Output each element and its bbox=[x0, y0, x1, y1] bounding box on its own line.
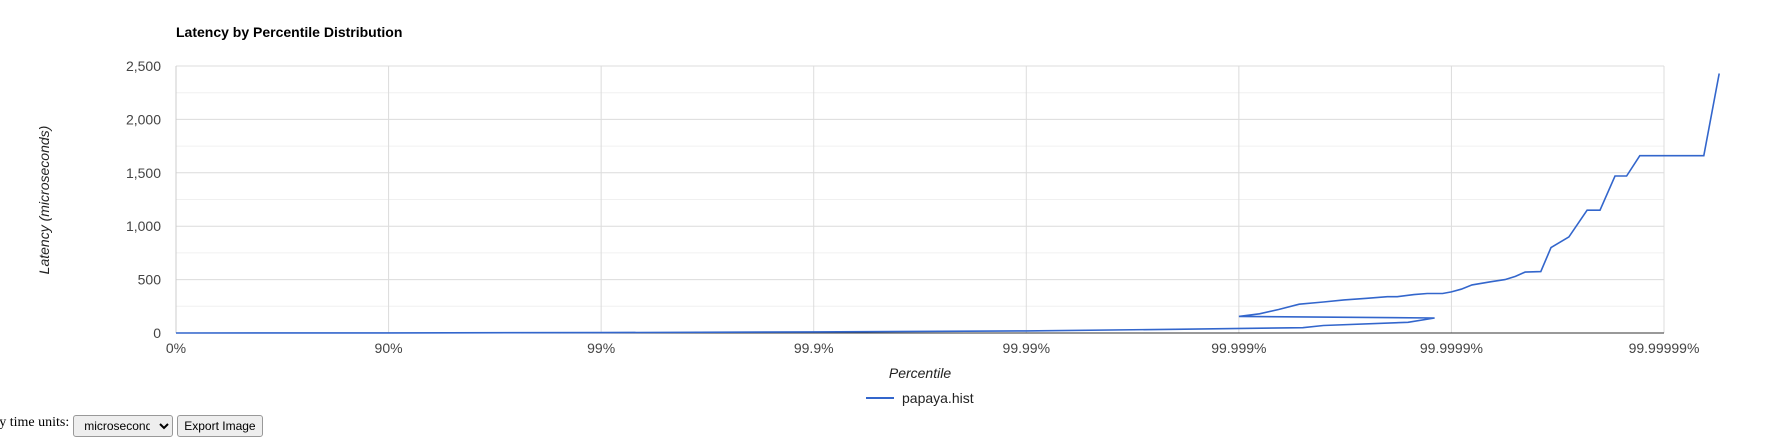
x-tick-label: 99.9% bbox=[794, 340, 834, 356]
y-axis-tick-labels: 0 500 1,000 1,500 2,000 2,500 bbox=[126, 58, 161, 341]
legend-swatch bbox=[866, 397, 894, 399]
y-axis-label: Latency (microseconds) bbox=[36, 126, 52, 275]
legend-series-name: papaya.hist bbox=[902, 390, 974, 406]
x-tick-label: 99.9999% bbox=[1420, 340, 1483, 356]
x-tick-label: 90% bbox=[375, 340, 403, 356]
chart-title: Latency by Percentile Distribution bbox=[176, 24, 403, 40]
chart-legend: papaya.hist bbox=[866, 390, 974, 406]
y-tick-label: 2,500 bbox=[126, 58, 161, 74]
x-axis-tick-labels: 0% 90% 99% 99.9% 99.99% 99.999% 99.9999% 99.999… bbox=[166, 340, 1700, 356]
x-axis-label: Percentile bbox=[889, 365, 951, 381]
y-tick-label: 0 bbox=[153, 325, 161, 341]
chart-plot: 0 500 1,000 1,500 2,000 2,500 0% 90% 99% 99.9% 99… bbox=[36, 58, 1720, 381]
x-tick-label: 0% bbox=[166, 340, 186, 356]
latency-controls: ncy time units: microseconds Export Imag… bbox=[0, 415, 263, 437]
y-tick-label: 1,500 bbox=[126, 165, 161, 181]
y-tick-label: 1,000 bbox=[126, 218, 161, 234]
x-tick-label: 99.999% bbox=[1211, 340, 1266, 356]
units-select[interactable]: microseconds bbox=[73, 415, 174, 437]
x-tick-label: 99.99999% bbox=[1629, 340, 1700, 356]
x-tick-label: 99% bbox=[587, 340, 615, 356]
export-image-button[interactable]: Export Image bbox=[177, 415, 263, 437]
minor-gridlines bbox=[176, 92, 1664, 307]
units-label: ncy time units: bbox=[0, 415, 70, 430]
major-gridlines bbox=[175, 65, 1665, 333]
y-tick-label: 500 bbox=[138, 272, 162, 288]
series-line-papaya-hist bbox=[175, 73, 1720, 334]
x-tick-label: 99.99% bbox=[1003, 340, 1050, 356]
y-tick-label: 2,000 bbox=[126, 111, 161, 127]
